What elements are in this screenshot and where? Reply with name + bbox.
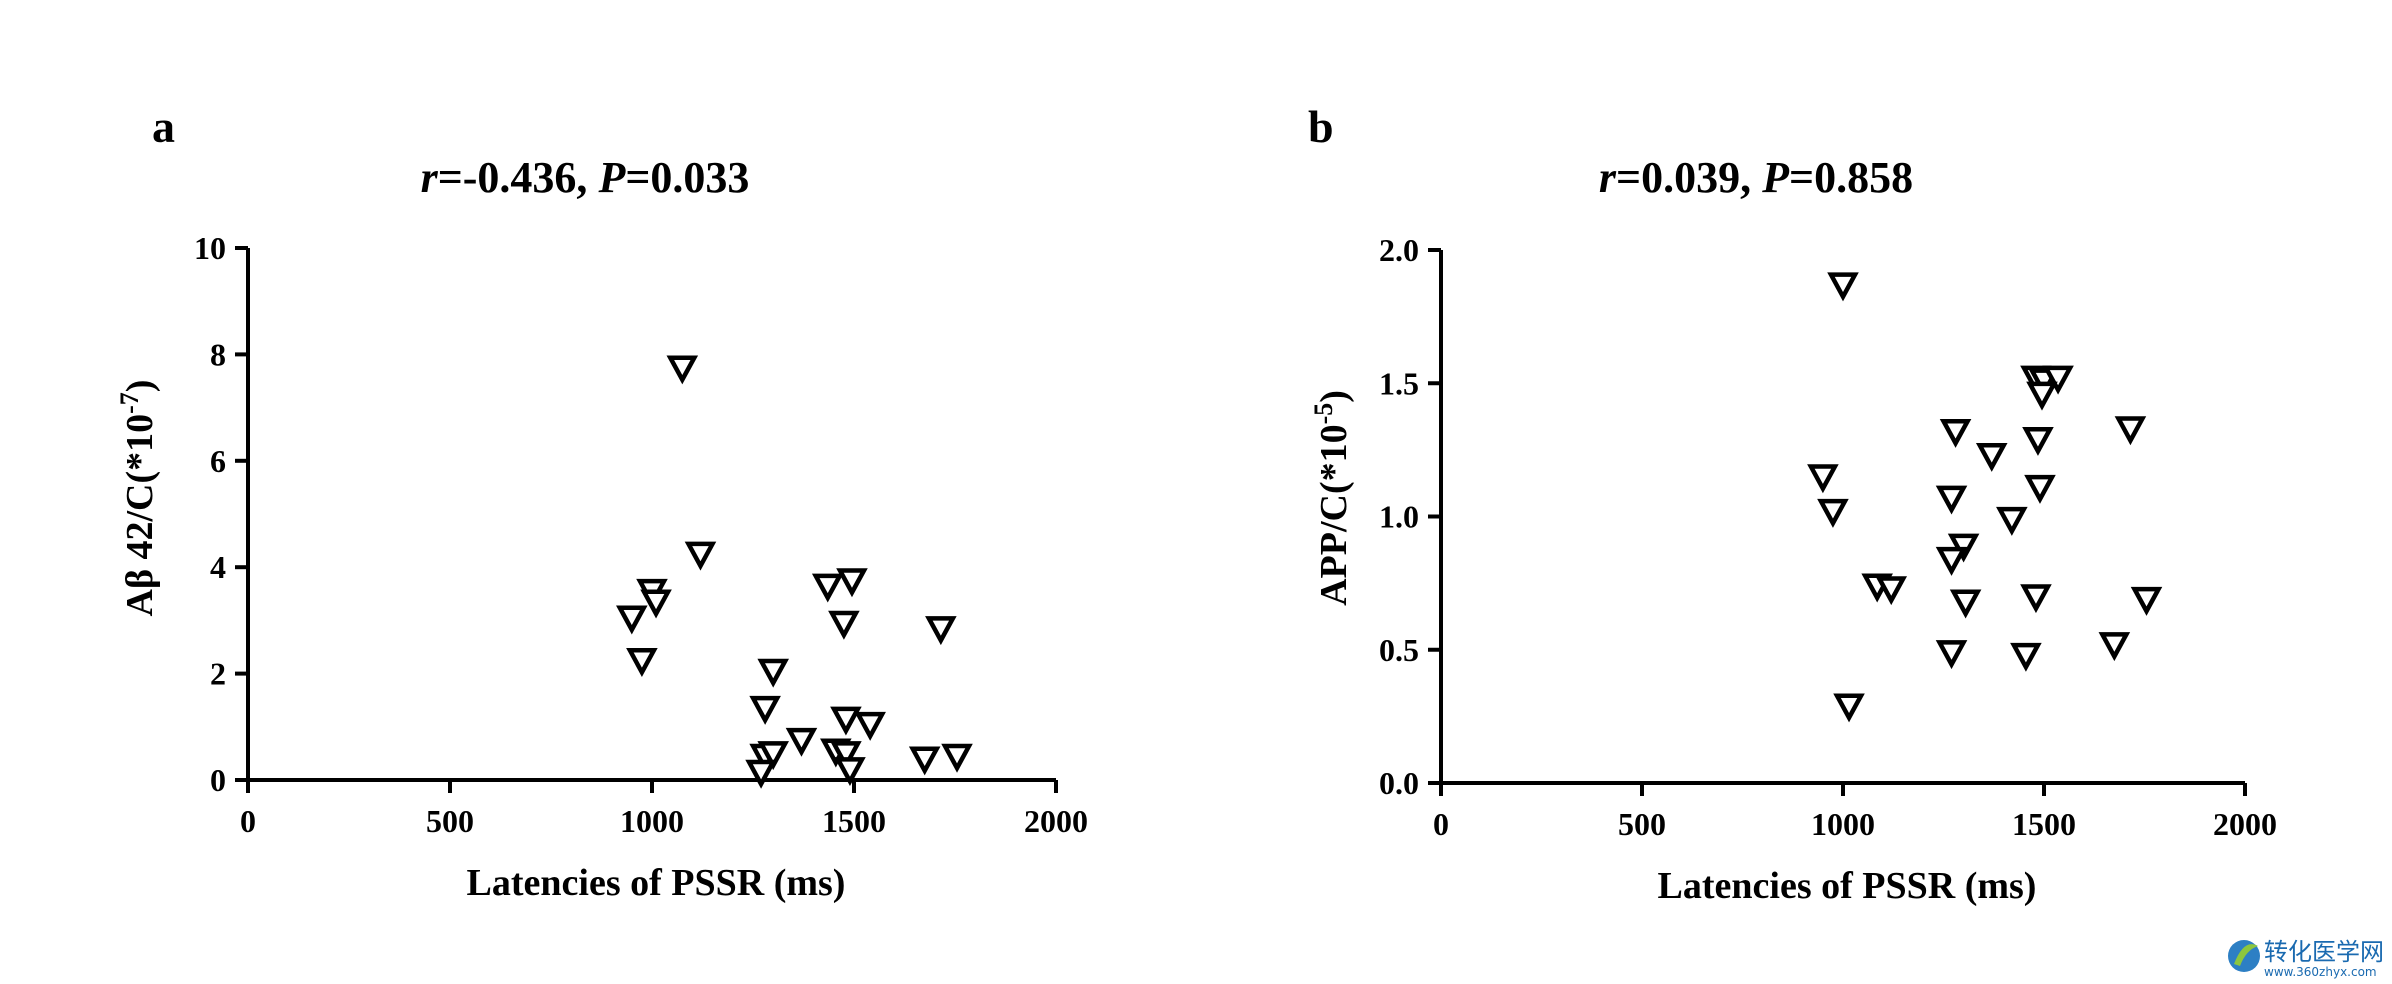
panel-b-data-point <box>1935 485 1968 515</box>
panel-a-x-tick-label: 500 <box>426 803 474 839</box>
panel-a-x-tick-label: 2000 <box>1024 803 1088 839</box>
panel-a-data-point <box>616 605 648 635</box>
panel-b-y-axis-exponent: -5 <box>1309 403 1338 425</box>
panel-a-letter: a <box>152 101 175 152</box>
panel-a-y-tick-label: 0 <box>210 762 226 798</box>
panel-b-data-point <box>2020 584 2052 614</box>
panel-b-data-point <box>1875 576 1908 606</box>
panel-b-data-point <box>1833 693 1865 723</box>
panel-a-data-point <box>640 589 672 619</box>
panel-a-data-point <box>828 610 860 640</box>
panel-b-y-axis-close: ) <box>1313 390 1355 403</box>
panel-a-data-point <box>626 648 658 677</box>
panel-b-data-point <box>1817 498 1849 528</box>
watermark-subtext: www.360zhyx.com <box>2264 965 2377 979</box>
panel-a-y-tick-label: 4 <box>210 549 226 585</box>
panel-a-data-point <box>941 743 973 773</box>
panel-a-data-point <box>745 759 777 789</box>
panel-b-data-point <box>2026 381 2058 411</box>
panel-b-y-tick-label: 1.5 <box>1379 365 1419 401</box>
panel-a-data-point <box>830 741 862 771</box>
panel-b-data-point <box>2114 416 2147 446</box>
panel-a-data-point <box>785 727 818 757</box>
panel-a-p-value: =0.033 <box>625 153 749 202</box>
panel-a-data-point <box>749 695 781 725</box>
panel-b-data-point <box>1947 533 1980 563</box>
panel-b-x-tick-label: 500 <box>1618 806 1666 842</box>
panel-b-data-point <box>2022 426 2054 456</box>
panel-b-x-tick-label: 1500 <box>2012 806 2076 842</box>
panel-b-y-tick-label: 2.0 <box>1379 232 1419 268</box>
panel-b: b r=0.039, P=0.858 0 500 1000 1500 2000 0.0 0.… <box>1308 101 2277 907</box>
panel-b-y-tick-label: 1.0 <box>1379 499 1419 535</box>
panel-b-data-point <box>2130 586 2163 616</box>
panel-a-data-point <box>757 658 789 688</box>
panel-b-y-axis-base: APP/C(*10 <box>1313 424 1355 606</box>
panel-b-data-point <box>1975 442 2008 472</box>
panel-b-points <box>1807 272 2163 723</box>
panel-b-data-point <box>2042 365 2074 395</box>
panel-a-data-point <box>925 616 957 646</box>
panel-b-data-point <box>1949 589 1982 619</box>
panel-a-ticks: 0 500 1000 1500 2000 0 2 4 6 8 10 <box>194 230 1088 839</box>
panel-a-x-axis-title: Latencies of PSSR (ms) <box>467 862 846 904</box>
panel-a-x-tick-label: 1000 <box>620 803 684 839</box>
panel-b-p-value: =0.858 <box>1789 153 1913 202</box>
watermark-text: 转化医学网 <box>2264 938 2384 966</box>
panel-a-data-point <box>908 746 941 776</box>
panel-a-data-point <box>854 711 886 741</box>
panel-b-data-point <box>2024 474 2056 504</box>
panel-a-data-point <box>811 573 844 603</box>
panel-b-y-axis-title: APP/C(*10-5) <box>1309 390 1355 606</box>
panel-b-data-point <box>1807 464 1839 494</box>
panel-b-p-symbol: P <box>1761 153 1790 202</box>
panel-a-points <box>616 355 973 789</box>
panel-a-y-axis-base: Aβ 42/C(*10 <box>119 414 161 617</box>
panel-b-r-symbol: r <box>1599 153 1617 202</box>
panel-b-data-point <box>1935 640 1968 670</box>
panel-a-r-value: =-0.436, <box>438 153 599 202</box>
panel-b-data-point <box>2010 642 2042 672</box>
panel-b-data-point <box>1996 506 2028 536</box>
panel-b-x-tick-label: 0 <box>1433 806 1449 842</box>
panel-a-axes <box>246 248 1056 782</box>
panel-a-y-axis-title: Aβ 42/C(*10-7) <box>115 380 161 617</box>
panel-b-stat-title: r=0.039, P=0.858 <box>1599 153 1913 202</box>
panel-b-letter: b <box>1308 101 1334 152</box>
panel-a-y-tick-label: 10 <box>194 230 226 266</box>
panel-a-y-axis-exponent: -7 <box>115 392 144 414</box>
panel-b-r-value: =0.039, <box>1616 153 1762 202</box>
panel-b-data-point <box>1827 272 1859 302</box>
panel-a-y-tick-label: 6 <box>210 443 226 479</box>
panel-a-data-point <box>836 568 868 598</box>
panel-a-stat-title: r=-0.436, P=0.033 <box>421 153 750 202</box>
panel-a: a r=-0.436, P=0.033 0 500 1000 1500 2000 0 2 4 6… <box>115 101 1088 904</box>
panel-a-data-point <box>834 757 866 787</box>
panel-b-x-tick-label: 2000 <box>2213 806 2277 842</box>
panel-b-y-tick-label: 0.5 <box>1379 632 1419 668</box>
panel-a-data-point <box>757 741 789 771</box>
panel-b-x-axis-title: Latencies of PSSR (ms) <box>1658 865 2037 907</box>
panel-a-data-point <box>666 355 699 385</box>
panel-a-y-axis-close: ) <box>119 380 161 393</box>
panel-a-data-point <box>684 541 717 571</box>
panel-b-y-tick-label: 0.0 <box>1379 765 1419 801</box>
panel-a-y-tick-label: 8 <box>210 336 226 372</box>
watermark: 转化医学网 www.360zhyx.com <box>2228 938 2384 979</box>
panel-a-r-symbol: r <box>421 153 439 202</box>
panel-a-x-tick-label: 1500 <box>822 803 886 839</box>
watermark-logo-icon <box>2228 940 2260 972</box>
panel-a-y-tick-label: 2 <box>210 656 226 692</box>
panel-b-x-tick-label: 1000 <box>1811 806 1875 842</box>
panel-b-ticks: 0 500 1000 1500 2000 0.0 0.5 1.0 1.5 2.0 <box>1379 232 2277 842</box>
panel-a-x-tick-label: 0 <box>240 803 256 839</box>
panel-b-data-point <box>2098 632 2131 662</box>
panel-b-data-point <box>1939 418 1972 448</box>
panel-a-p-symbol: P <box>597 153 626 202</box>
panel-b-data-point <box>1935 546 1968 576</box>
panel-a-data-point <box>830 706 862 736</box>
